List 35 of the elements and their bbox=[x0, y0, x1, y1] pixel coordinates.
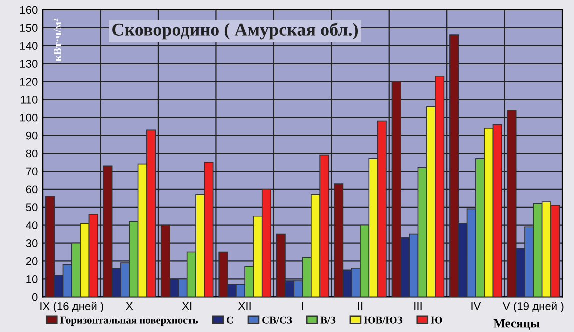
y-tick-label: 130 bbox=[20, 60, 38, 68]
x-tick-label: IV bbox=[472, 302, 482, 310]
x-tick-label: I bbox=[302, 302, 304, 310]
y-axis-title: кВт·ч/м² bbox=[54, 18, 62, 62]
y-tick-label: 20 bbox=[26, 258, 38, 266]
legend-label: ЮВ/ЮЗ bbox=[364, 316, 403, 324]
y-tick-label: 90 bbox=[26, 132, 38, 140]
y-tick-label: 30 bbox=[26, 240, 38, 248]
x-tick-label: V (19 дней ) bbox=[502, 302, 564, 313]
y-tick-label: 120 bbox=[20, 78, 38, 86]
y-tick-label: 60 bbox=[26, 186, 38, 194]
y-tick-label: 10 bbox=[26, 275, 38, 284]
y-tick-label: 40 bbox=[26, 222, 38, 230]
legend-label: В/З bbox=[320, 316, 336, 324]
x-axis-title: Месяцы bbox=[494, 319, 540, 330]
x-tick-label: XI bbox=[182, 302, 192, 310]
x-tick-label: XII bbox=[238, 302, 251, 310]
x-tick-label: III bbox=[414, 302, 422, 310]
y-tick-label: 150 bbox=[20, 24, 38, 32]
y-tick-label: 70 bbox=[26, 168, 38, 176]
x-tick-label: IX (16 дней ) bbox=[40, 302, 104, 313]
y-tick-label: 0 bbox=[32, 293, 38, 302]
legend-label: Ю bbox=[431, 316, 442, 324]
x-tick-label: X bbox=[126, 302, 134, 310]
y-tick-label: 80 bbox=[26, 150, 38, 158]
legend-label: С bbox=[226, 316, 234, 324]
y-tick-label: 100 bbox=[20, 114, 38, 122]
legend-label: Горизонтальная поверхность bbox=[60, 316, 198, 326]
y-tick-label: 160 bbox=[20, 6, 38, 14]
text: Сковородино ( Амурская обл.) bbox=[112, 22, 358, 40]
y-tick-label: 110 bbox=[21, 96, 38, 104]
legend-label: СВ/СЗ bbox=[262, 316, 292, 324]
x-tick-label: II bbox=[358, 302, 363, 310]
y-tick-label: 50 bbox=[26, 204, 38, 212]
y-tick-label: 140 bbox=[20, 42, 38, 50]
